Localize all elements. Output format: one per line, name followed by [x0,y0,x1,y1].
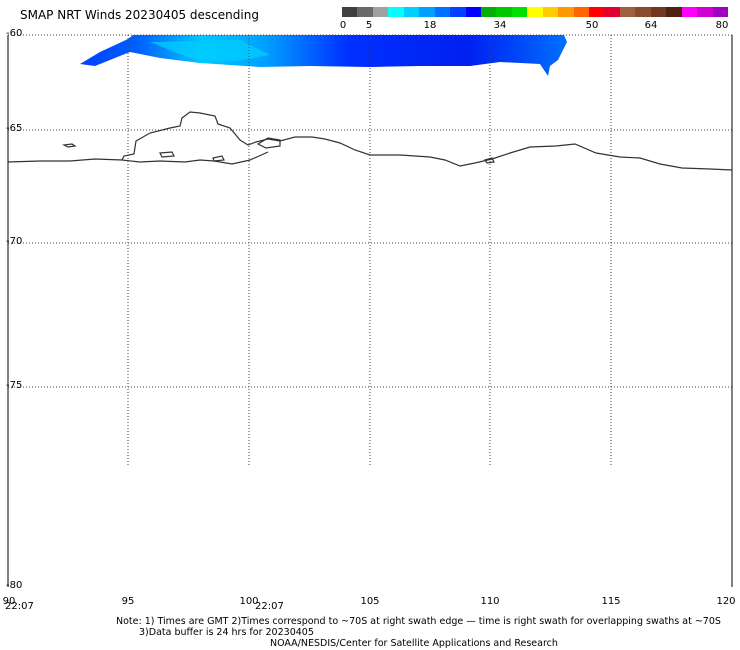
colorbar-segment [527,7,543,17]
colorbar-label: 5 [365,20,373,31]
wind-swath [80,35,567,76]
colorbar-label: 80 [715,20,729,31]
lon-label: 95 [121,596,135,607]
colorbar-segment [450,7,466,17]
map-title: SMAP NRT Winds 20230405 descending [20,8,259,22]
colorbar-segment [604,7,620,17]
colorbar-segment [589,7,605,17]
lon-label: 120 [716,596,736,607]
colorbar-segment [712,7,728,17]
lat-label: -60 [6,28,23,39]
swath-time: 22:07 [255,601,284,612]
graticule [8,34,732,465]
colorbar-label: 34 [493,20,507,31]
colorbar-segment [650,7,667,17]
colorbar-segment [542,7,559,17]
colorbar-segment [681,7,698,17]
colorbar-label: 18 [423,20,437,31]
colorbar-segment [403,7,420,17]
wind-speed-colorbar [342,7,728,17]
colorbar-segment [496,7,512,17]
lat-label: -80 [6,580,23,591]
lon-label: 90 [2,596,16,607]
lon-label: 115 [601,596,621,607]
colorbar-segment [465,7,481,17]
colorbar-segment [357,7,373,17]
colorbar-segment [573,7,589,17]
colorbar-segment [388,7,404,17]
lat-label: -75 [6,380,23,391]
note-line-1: Note: 1) Times are GMT 2)Times correspon… [116,616,721,627]
lat-label: -70 [6,236,23,247]
colorbar-segment [666,7,682,17]
colorbar-segment [511,7,528,17]
colorbar-label: 50 [585,20,599,31]
note-line-3: NOAA/NESDIS/Center for Satellite Applica… [270,638,558,649]
colorbar-segment [635,7,651,17]
swath-time: 22:07 [5,601,34,612]
colorbar-segment [619,7,636,17]
colorbar-segment [480,7,497,17]
colorbar-segment [372,7,389,17]
lon-label: 100 [239,596,259,607]
note-line-2: 3)Data buffer is 24 hrs for 20230405 [139,627,314,638]
colorbar-segment [697,7,713,17]
colorbar-label: 0 [339,20,347,31]
lon-label: 105 [360,596,380,607]
lon-label: 110 [480,596,500,607]
coastline [7,111,733,171]
map-frame [7,35,733,587]
colorbar-segment [558,7,574,17]
colorbar-segment [419,7,435,17]
lat-label: -65 [6,123,23,134]
colorbar-labels: 0 5 18 34 50 64 80 [0,20,740,34]
colorbar-segment [342,7,358,17]
colorbar-segment [434,7,451,17]
colorbar-label: 64 [644,20,658,31]
wind-swath-core [150,40,270,62]
